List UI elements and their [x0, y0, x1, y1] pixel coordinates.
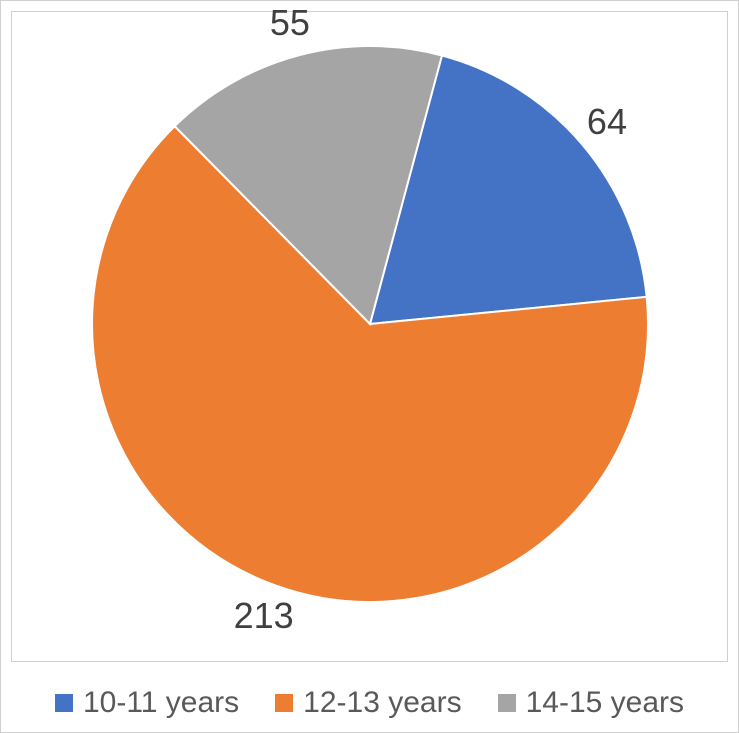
slice-value-label: 64 — [587, 101, 627, 143]
legend-swatch — [55, 694, 73, 712]
plot-area: 6421355 — [11, 11, 728, 662]
legend-item: 14-15 years — [498, 686, 684, 720]
legend-item: 10-11 years — [55, 686, 239, 720]
legend-label: 14-15 years — [526, 686, 684, 720]
pie-svg — [90, 44, 650, 604]
legend-swatch — [498, 694, 516, 712]
legend: 10-11 years 12-13 years 14-15 years — [1, 686, 738, 720]
slice-value-label: 213 — [234, 595, 294, 637]
slice-value-label: 55 — [270, 2, 310, 44]
legend-label: 12-13 years — [303, 686, 461, 720]
pie-chart: 64 213 55 10-11 years 12-13 years 14-15 year… — [0, 0, 739, 733]
legend-swatch — [275, 694, 293, 712]
legend-item: 12-13 years — [275, 686, 461, 720]
legend-label: 10-11 years — [83, 686, 239, 720]
